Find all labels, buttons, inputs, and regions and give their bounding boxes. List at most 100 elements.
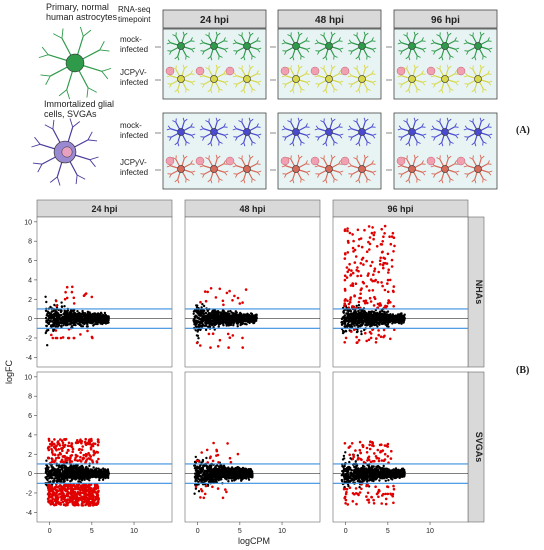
data-point: [66, 473, 69, 477]
data-point: [80, 464, 84, 468]
data-point: [86, 323, 89, 326]
data-point-significant: [87, 442, 90, 446]
timepoint-header: timepoint: [118, 15, 151, 24]
virus-particle: [456, 66, 466, 76]
data-point: [70, 314, 74, 317]
data-point-significant: [49, 489, 53, 493]
small-cell-illustration: [430, 117, 460, 147]
data-point-significant: [376, 280, 380, 284]
data-point-significant: [390, 235, 394, 238]
data-point: [196, 334, 200, 337]
data-point: [58, 316, 61, 319]
data-point-significant: [385, 262, 389, 265]
data-point-significant: [199, 300, 202, 304]
data-point: [98, 476, 102, 480]
data-point: [213, 314, 217, 317]
small-cell-illustration: [199, 154, 229, 184]
data-point: [65, 469, 68, 473]
data-point: [204, 328, 208, 332]
data-point-significant: [387, 271, 390, 274]
data-point: [365, 320, 369, 324]
data-point: [195, 322, 198, 326]
data-point: [82, 319, 86, 323]
data-point: [55, 319, 59, 322]
scatter-panel: [184, 216, 321, 368]
data-point-significant: [96, 500, 100, 504]
y-tick-label: 10: [24, 374, 32, 381]
data-point-significant: [74, 441, 78, 444]
data-point: [212, 319, 215, 323]
condition-label: JCPyV-: [120, 158, 147, 167]
data-point-significant: [227, 346, 230, 349]
data-point-significant: [359, 262, 363, 265]
y-tick-label: 0: [28, 471, 32, 478]
data-point-significant: [209, 346, 212, 349]
data-point: [203, 316, 206, 319]
data-point-significant: [353, 248, 357, 252]
data-point: [354, 310, 357, 313]
data-point-significant: [82, 294, 86, 298]
data-point: [85, 314, 88, 317]
data-point-significant: [75, 494, 79, 498]
data-point-significant: [48, 445, 51, 449]
data-point: [244, 313, 247, 317]
data-point: [369, 319, 373, 322]
data-point-significant: [241, 346, 244, 349]
data-point: [345, 319, 348, 323]
data-point: [393, 317, 396, 321]
data-point-significant: [47, 487, 50, 490]
data-point-significant: [63, 297, 67, 301]
data-point: [232, 313, 235, 316]
data-point: [75, 316, 78, 319]
data-point: [44, 331, 47, 335]
data-point-significant: [358, 238, 361, 241]
y-tick-label: 8: [28, 239, 32, 246]
data-point: [77, 322, 80, 325]
small-cell-illustration: [166, 117, 196, 147]
data-point-significant: [346, 299, 349, 303]
data-point: [232, 324, 235, 327]
data-point-significant: [77, 497, 81, 501]
data-point: [370, 323, 373, 327]
data-point-significant: [347, 302, 351, 306]
data-point: [46, 310, 49, 313]
data-point-significant: [65, 483, 69, 487]
data-point: [240, 322, 244, 326]
data-point: [67, 471, 70, 474]
data-point-significant: [96, 486, 100, 490]
data-point-significant: [55, 444, 58, 448]
data-point-significant: [51, 458, 54, 461]
data-point: [54, 474, 58, 477]
data-point: [48, 477, 51, 480]
data-point-significant: [349, 298, 352, 301]
data-point-significant: [57, 453, 60, 457]
small-cell-illustration: [463, 117, 493, 147]
data-point-significant: [384, 304, 387, 308]
data-point-significant: [51, 453, 55, 456]
data-point: [76, 310, 79, 313]
data-point: [403, 313, 406, 316]
data-point: [92, 475, 95, 478]
data-point: [402, 321, 405, 324]
data-point: [374, 309, 377, 312]
data-point: [202, 319, 205, 322]
data-point-significant: [59, 336, 63, 340]
data-point-significant: [63, 438, 66, 441]
data-point-significant: [90, 295, 94, 299]
small-cell-illustration: [347, 117, 377, 147]
data-point: [77, 469, 80, 472]
data-point-significant: [61, 446, 65, 450]
data-point-significant: [81, 500, 84, 503]
data-point-significant: [84, 492, 88, 496]
data-point: [78, 477, 81, 481]
data-point: [217, 325, 220, 328]
data-point-significant: [76, 501, 79, 505]
data-point-significant: [383, 232, 386, 235]
small-cell-illustration: [430, 154, 460, 184]
data-point-significant: [206, 290, 209, 294]
data-point: [45, 459, 48, 462]
data-point-significant: [364, 299, 368, 303]
data-point: [347, 319, 350, 322]
data-point-significant: [365, 339, 369, 343]
data-point-significant: [377, 329, 380, 332]
